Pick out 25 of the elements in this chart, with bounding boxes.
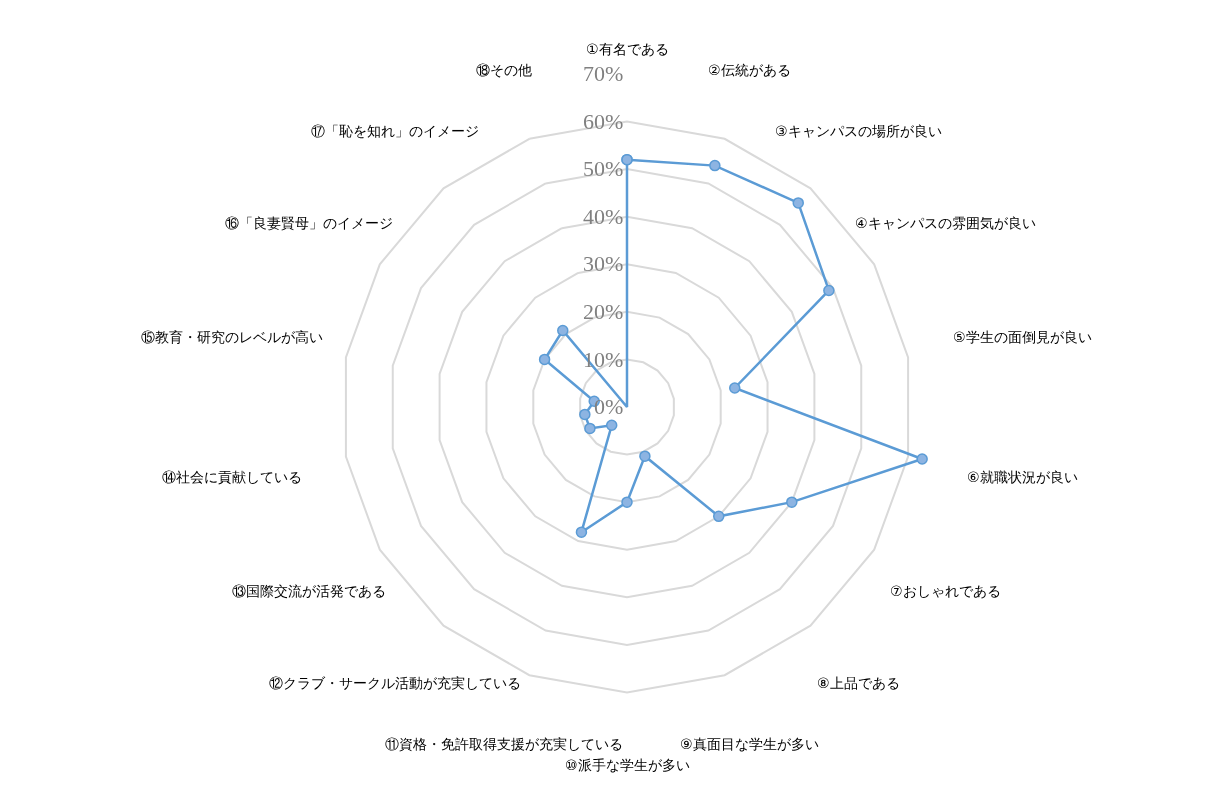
spoke-label: ⑩派手な学生が多い bbox=[565, 757, 690, 773]
y-tick-label: 50% bbox=[582, 156, 624, 182]
spoke-label: ⑰「恥を知れ」のイメージ bbox=[311, 123, 479, 139]
spoke-label: ②伝統がある bbox=[708, 62, 791, 78]
spoke-label: ⑮教育・研究のレベルが高い bbox=[141, 329, 323, 345]
spoke-label: ⑫クラブ・サークル活動が充実している bbox=[269, 675, 521, 691]
spoke-label: ⑪資格・免許取得支援が充実している bbox=[385, 736, 623, 752]
spoke-label: ⑨真面目な学生が多い bbox=[680, 736, 819, 752]
spoke-label: ⑱その他 bbox=[476, 62, 532, 78]
spoke-label: ⑦おしゃれである bbox=[890, 583, 1001, 599]
spoke-label: ⑯「良妻賢母」のイメージ bbox=[225, 215, 393, 231]
y-tick-label: 20% bbox=[582, 299, 624, 325]
y-tick-label: 30% bbox=[582, 251, 624, 277]
spoke-label: ⑬国際交流が活発である bbox=[232, 583, 386, 599]
y-tick-label: 40% bbox=[582, 203, 624, 229]
spoke-label: ③キャンパスの場所が良い bbox=[775, 123, 942, 139]
spoke-label: ⑥就職状況が良い bbox=[967, 469, 1078, 485]
y-tick-label: 0% bbox=[593, 394, 624, 420]
spoke-label: ⑭社会に貢献している bbox=[162, 469, 302, 485]
y-tick-label: 60% bbox=[582, 108, 624, 134]
y-tick-label: 70% bbox=[582, 61, 624, 87]
spoke-label: ④キャンパスの雰囲気が良い bbox=[855, 215, 1036, 231]
spoke-label: ①有名である bbox=[586, 41, 669, 57]
spoke-label: ⑤学生の面倒見が良い bbox=[953, 329, 1092, 345]
spoke-label: ⑧上品である bbox=[817, 675, 900, 691]
